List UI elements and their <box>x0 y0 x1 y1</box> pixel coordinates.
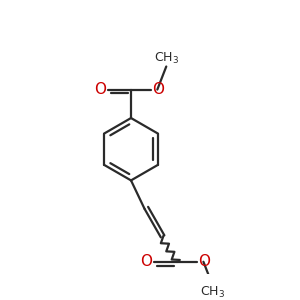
Text: CH$_3$: CH$_3$ <box>154 51 179 67</box>
Text: CH$_3$: CH$_3$ <box>200 285 225 300</box>
Text: O: O <box>94 82 106 97</box>
Text: O: O <box>152 82 164 97</box>
Text: O: O <box>198 254 210 269</box>
Text: O: O <box>140 254 152 269</box>
